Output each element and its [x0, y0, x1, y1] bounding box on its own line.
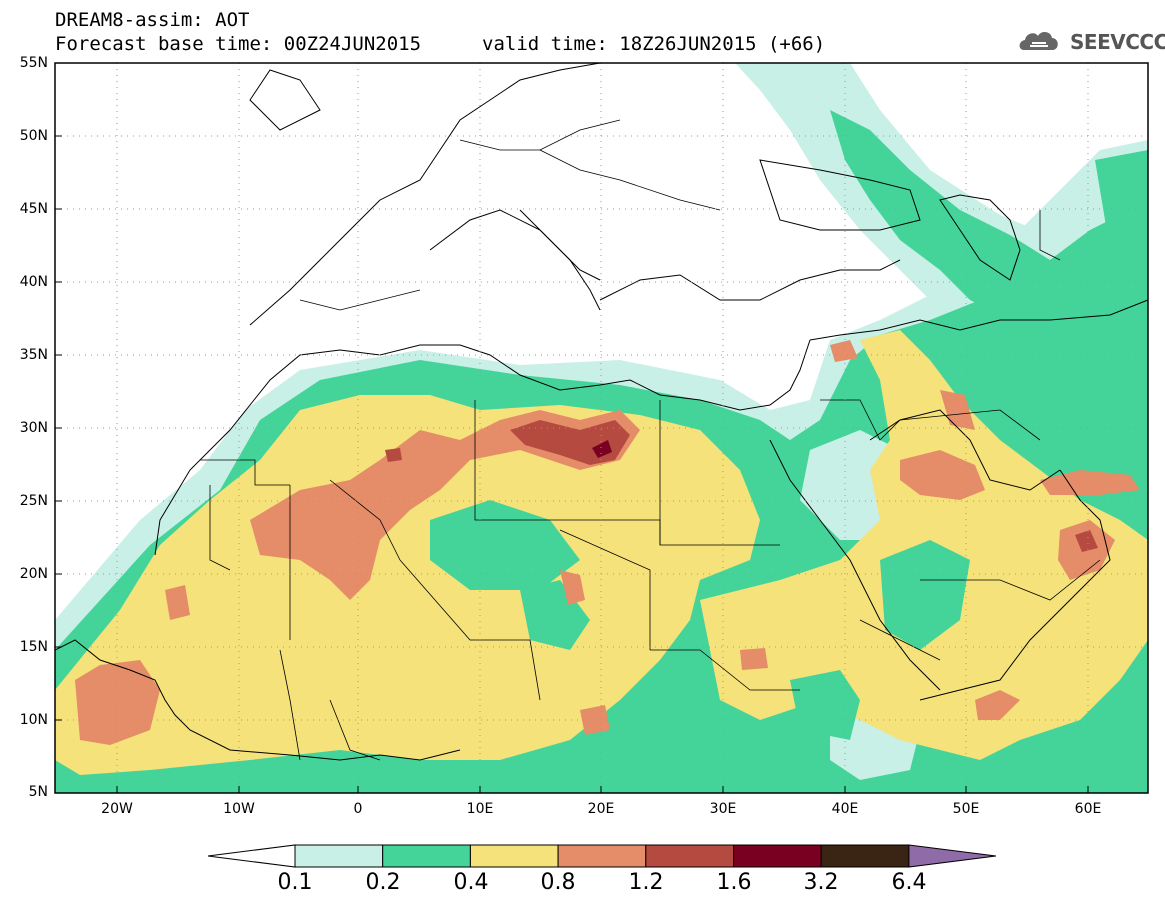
lon-label: 40E — [831, 801, 859, 817]
lat-label: 5N — [28, 784, 48, 800]
coastlines — [55, 63, 1148, 761]
cloud-logo-icon — [1019, 32, 1058, 50]
seevccc-logo-text: SEEVCCC — [1070, 30, 1165, 54]
lon-label: 10W — [223, 801, 255, 817]
lat-label: 45N — [19, 201, 48, 217]
lat-label: 10N — [19, 712, 48, 728]
forecast-base-time: Forecast base time: 00Z24JUN2015 — [55, 33, 422, 55]
colorbar-label: 0.1 — [277, 870, 313, 895]
colorbar-label: 3.2 — [803, 870, 839, 895]
lon-label: 20E — [587, 801, 615, 817]
lat-label: 30N — [19, 420, 48, 436]
aot-field — [55, 63, 1148, 793]
borders — [200, 119, 1101, 761]
lon-label: 10E — [466, 801, 494, 817]
lat-label: 25N — [19, 493, 48, 509]
lat-label: 55N — [19, 55, 48, 71]
lat-label: 20N — [19, 566, 48, 582]
colorbar-label: 1.6 — [716, 870, 752, 895]
valid-time: valid time: 18Z26JUN2015 (+66) — [482, 33, 826, 55]
colorbar-label: 0.2 — [365, 870, 401, 895]
aot-band-green-caspian — [830, 110, 1148, 320]
colorbar-label: 1.2 — [628, 870, 664, 895]
aot-band-orange — [250, 410, 640, 600]
colorbar-label: 0.4 — [453, 870, 489, 895]
map-title: DREAM8-assim: AOT — [55, 9, 250, 31]
lon-label: 20W — [101, 801, 133, 817]
aot-band-yellow — [55, 395, 760, 775]
colorbar-label: 6.4 — [891, 870, 927, 895]
lon-label: 0 — [353, 801, 363, 817]
aot-band-green-east — [1095, 150, 1148, 250]
aot-band-crimson — [592, 440, 612, 458]
lon-label: 60E — [1074, 801, 1102, 817]
lon-label: 30E — [709, 801, 737, 817]
lat-label: 40N — [19, 274, 48, 290]
colorbar-label: 0.8 — [540, 870, 576, 895]
lat-label: 15N — [19, 639, 48, 655]
lat-label: 50N — [19, 128, 48, 144]
lon-label: 50E — [952, 801, 980, 817]
axis-ticks — [55, 62, 1089, 794]
lat-label: 35N — [19, 347, 48, 363]
graticule — [55, 63, 1148, 793]
